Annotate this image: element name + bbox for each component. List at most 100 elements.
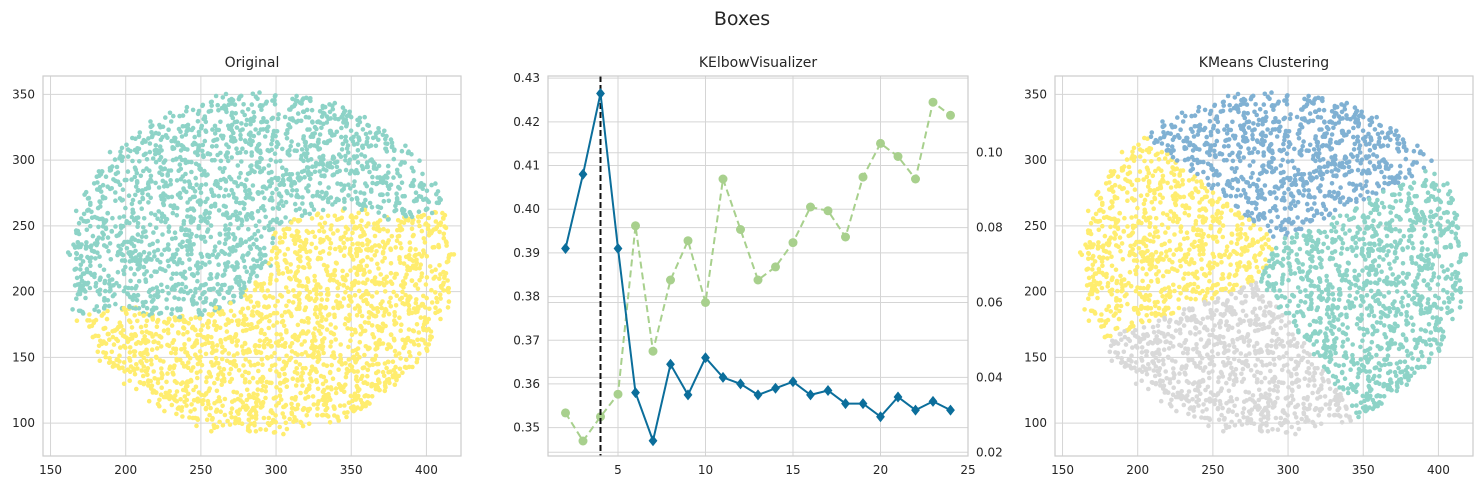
scatter-point: [237, 200, 243, 206]
scatter-point: [243, 316, 249, 322]
scatter-point: [183, 171, 188, 177]
scatter-point: [332, 113, 337, 118]
scatter-point: [228, 308, 234, 314]
scatter-point: [407, 240, 413, 245]
scatter-point: [367, 363, 372, 368]
scatter-point: [300, 195, 305, 200]
scatter-point: [290, 300, 296, 305]
scatter-point: [1397, 191, 1402, 197]
scatter-point: [382, 388, 388, 394]
fit-time-point: [666, 275, 675, 285]
y2-tick-label: 0.08: [976, 221, 1003, 235]
scatter-point: [330, 172, 336, 178]
y2-tick-label: 0.04: [976, 370, 1003, 384]
scatter-point: [1275, 295, 1280, 301]
scatter-point: [93, 317, 99, 323]
scatter-point: [1296, 303, 1301, 309]
scatter-point: [197, 186, 203, 191]
scatter-point: [350, 283, 355, 289]
scatter-point: [256, 343, 262, 349]
scatter-point: [389, 233, 395, 239]
scatter-point: [258, 155, 263, 161]
scatter-point: [336, 116, 341, 122]
scatter-point: [295, 269, 301, 274]
fit-time-point: [893, 152, 903, 161]
scatter-point: [369, 278, 375, 284]
scatter-point: [411, 183, 416, 189]
scatter-point: [263, 389, 269, 394]
scatter-point: [122, 177, 128, 183]
scatter-point: [359, 207, 365, 213]
scatter-point: [75, 292, 81, 297]
scatter-point: [121, 360, 127, 365]
scatter-point: [293, 207, 299, 213]
scatter-point: [437, 263, 442, 268]
scatter-point: [301, 151, 307, 156]
scatter-point: [331, 231, 336, 236]
scatter-point: [1109, 254, 1114, 259]
scatter-point: [97, 292, 102, 297]
scatter-point: [352, 391, 358, 397]
scatter-point: [294, 119, 299, 125]
scatter-point: [1265, 127, 1270, 132]
scatter-point: [188, 214, 193, 220]
scatter-point: [334, 129, 340, 135]
scatter-point: [103, 354, 108, 360]
scatter-point: [240, 253, 246, 258]
scatter-point: [334, 299, 339, 304]
y2-tick-label: 0.10: [976, 146, 1003, 160]
scatter-point: [386, 369, 391, 375]
scatter-point: [210, 340, 215, 346]
scatter-point: [274, 255, 279, 261]
scatter-point: [1259, 276, 1265, 281]
scatter-point: [137, 159, 142, 164]
scatter-point: [205, 325, 211, 330]
scatter-point: [189, 169, 194, 175]
scatter-point: [228, 410, 234, 416]
scatter-point: [355, 148, 361, 153]
scatter-point: [301, 158, 306, 164]
scatter-point: [1325, 245, 1331, 251]
scatter-point: [1191, 227, 1196, 233]
scatter-point: [409, 278, 415, 284]
scatter-point: [132, 353, 137, 359]
scatter-point: [1238, 351, 1244, 356]
scatter-point: [176, 281, 181, 287]
scatter-point: [89, 323, 95, 329]
scatter-point: [90, 334, 96, 340]
scatter-point: [364, 183, 370, 189]
scatter-point: [1181, 402, 1187, 408]
scatter-point: [341, 296, 347, 301]
scatter-point: [1393, 198, 1399, 204]
scatter-point: [127, 358, 133, 363]
scatter-point: [283, 285, 289, 290]
scatter-point: [221, 193, 227, 199]
scatter-point: [1151, 206, 1156, 211]
scatter-point: [391, 336, 397, 342]
scatter-point: [320, 346, 325, 352]
scatter-point: [311, 402, 317, 407]
scatter-point: [312, 298, 318, 304]
scatter-point: [348, 268, 353, 273]
scatter-point: [348, 128, 354, 133]
scatter-point: [148, 211, 154, 216]
scatter-point: [351, 154, 357, 159]
scatter-point: [321, 387, 327, 393]
scatter-point: [383, 146, 389, 152]
scatter-point: [309, 216, 315, 221]
scatter-point: [148, 124, 154, 129]
scatter-point: [318, 311, 323, 316]
scatter-point: [353, 347, 359, 353]
scatter-point: [220, 273, 226, 278]
scatter-point: [207, 371, 212, 376]
scatter-point: [322, 220, 328, 226]
scatter-point: [385, 228, 390, 234]
scatter-point: [142, 334, 147, 339]
scatter-point: [171, 259, 177, 265]
scatter-point: [394, 293, 400, 299]
x-tick-label: 200: [114, 463, 137, 477]
scatter-point: [220, 423, 226, 428]
scatter-point: [344, 272, 350, 278]
scatter-point: [157, 397, 162, 403]
